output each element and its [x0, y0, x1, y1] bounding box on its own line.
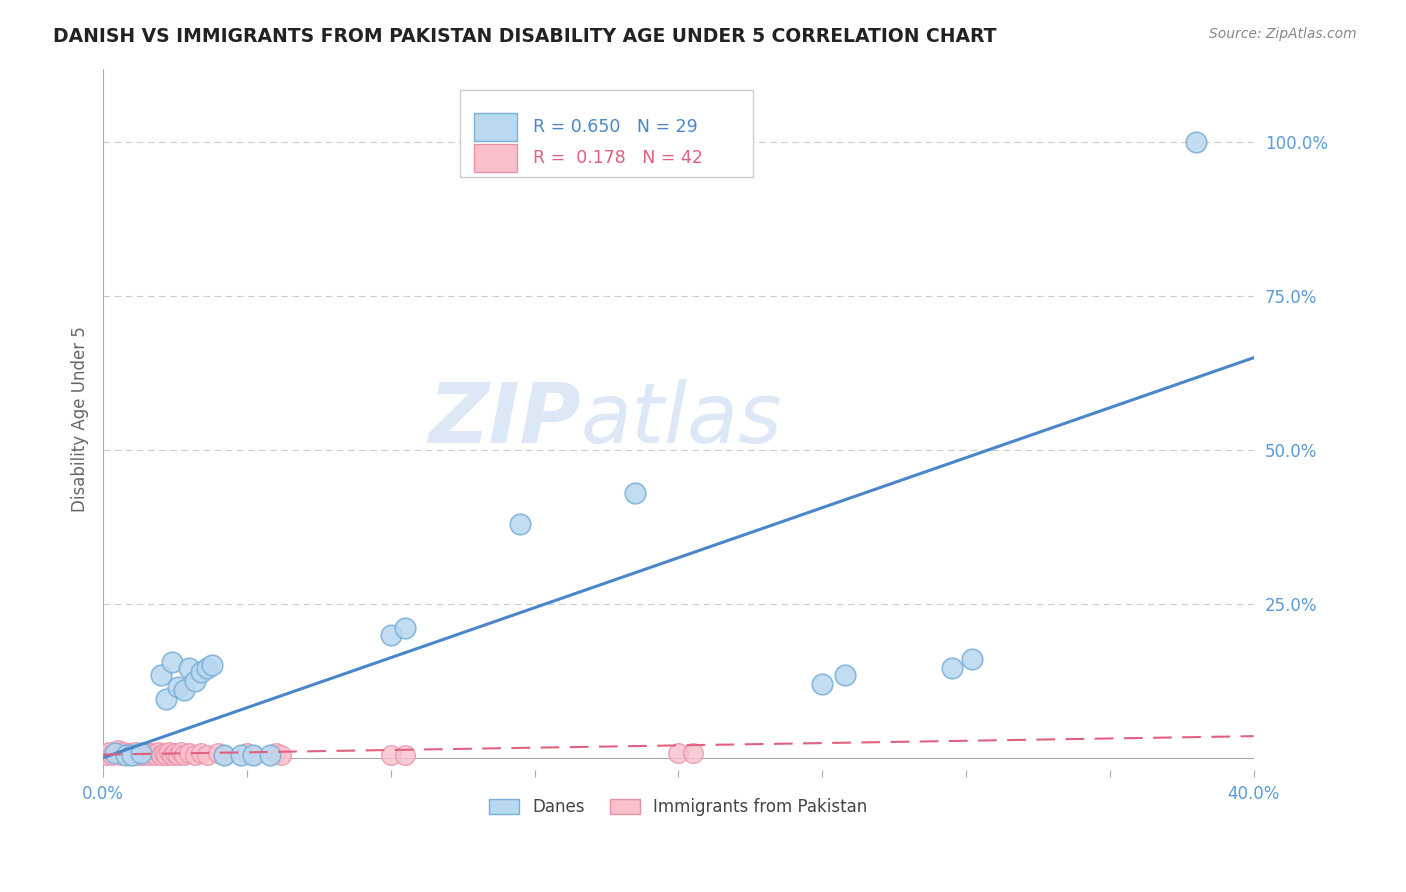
Point — [231, 747, 253, 762]
Point — [170, 745, 193, 759]
Point — [121, 747, 143, 762]
Point — [138, 747, 160, 762]
Point — [179, 661, 201, 675]
Point — [1185, 136, 1208, 150]
Point — [394, 622, 416, 636]
Text: ZIP: ZIP — [427, 379, 581, 459]
Point — [190, 665, 212, 679]
Point — [163, 746, 186, 760]
Point — [264, 746, 287, 760]
Point — [195, 661, 218, 675]
Point — [146, 745, 169, 759]
Point — [115, 747, 138, 762]
Point — [97, 745, 120, 759]
Bar — [474, 113, 517, 141]
Point — [129, 746, 152, 760]
Point — [666, 746, 689, 760]
Point — [155, 692, 177, 706]
Point — [127, 747, 149, 762]
Point — [242, 747, 264, 762]
Point — [242, 747, 264, 762]
Point — [121, 747, 143, 762]
Point — [157, 745, 180, 759]
Point — [152, 746, 174, 760]
Point — [160, 747, 183, 762]
Point — [212, 747, 235, 762]
Point — [143, 747, 166, 762]
Point — [141, 746, 163, 760]
Point — [394, 747, 416, 762]
Point — [201, 658, 224, 673]
Point — [107, 743, 129, 757]
Point — [129, 746, 152, 760]
Point — [380, 627, 402, 641]
Text: atlas: atlas — [581, 379, 782, 459]
Point — [184, 747, 207, 762]
Point — [195, 747, 218, 762]
Point — [212, 747, 235, 762]
Point — [811, 677, 834, 691]
Point — [124, 745, 146, 759]
Point — [270, 747, 292, 762]
Point — [100, 747, 122, 762]
Point — [104, 746, 127, 760]
Point — [960, 652, 983, 666]
Point — [184, 673, 207, 688]
Point — [173, 683, 195, 698]
Point — [207, 746, 229, 760]
Point — [941, 661, 963, 675]
Point — [149, 667, 172, 681]
Point — [112, 745, 135, 759]
Point — [149, 747, 172, 762]
Point — [160, 656, 183, 670]
Point — [624, 486, 647, 500]
Point — [167, 680, 190, 694]
Text: R = 0.650   N = 29: R = 0.650 N = 29 — [533, 119, 699, 136]
Point — [190, 746, 212, 760]
Text: Source: ZipAtlas.com: Source: ZipAtlas.com — [1209, 27, 1357, 41]
FancyBboxPatch shape — [460, 89, 754, 178]
Point — [236, 746, 259, 760]
Point — [834, 667, 856, 681]
Point — [118, 746, 141, 760]
Point — [94, 747, 117, 762]
Point — [135, 745, 157, 759]
Legend: Danes, Immigrants from Pakistan: Danes, Immigrants from Pakistan — [481, 790, 876, 825]
Point — [173, 747, 195, 762]
Y-axis label: Disability Age Under 5: Disability Age Under 5 — [72, 326, 89, 512]
Bar — [474, 144, 517, 172]
Point — [132, 747, 155, 762]
Point — [104, 746, 127, 760]
Point — [682, 746, 704, 760]
Point — [380, 747, 402, 762]
Point — [259, 747, 281, 762]
Point — [179, 746, 201, 760]
Point — [110, 747, 132, 762]
Point — [509, 516, 531, 531]
Text: DANISH VS IMMIGRANTS FROM PAKISTAN DISABILITY AGE UNDER 5 CORRELATION CHART: DANISH VS IMMIGRANTS FROM PAKISTAN DISAB… — [53, 27, 997, 45]
Point — [115, 747, 138, 762]
Point — [155, 747, 177, 762]
Text: R =  0.178   N = 42: R = 0.178 N = 42 — [533, 149, 703, 167]
Point — [167, 747, 190, 762]
